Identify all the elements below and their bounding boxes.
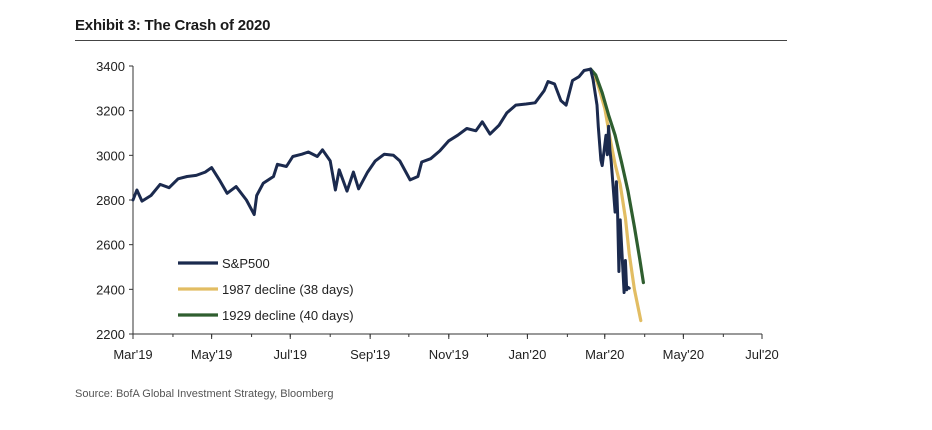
y-tick-label: 2200 [96,327,125,342]
y-tick-label: 3400 [96,59,125,74]
y-tick-label: 2600 [96,238,125,253]
x-tick-label: Jul'20 [745,347,779,362]
x-tick-label: Jul'19 [273,347,307,362]
line-chart: 3400 3200 3000 2800 2600 2400 2200 Mar'19 May'19… [96,59,779,362]
x-tick-label: May'19 [191,347,233,362]
chart-legend: S&P500 1987 decline (38 days) 1929 decline… [178,256,354,323]
y-tick-label: 2800 [96,193,125,208]
x-tick-label: May'20 [663,347,705,362]
x-tick-label: Mar'20 [585,347,624,362]
y-tick-label: 2400 [96,282,125,297]
title-underline [75,40,787,41]
chart-title: Exhibit 3: The Crash of 2020 [75,17,271,34]
legend-label: 1929 decline (40 days) [222,308,354,323]
x-tick-label: Sep'19 [350,347,390,362]
x-tick-label: Nov'19 [429,347,469,362]
y-tick-label: 3000 [96,148,125,163]
legend-label: S&P500 [222,256,270,271]
x-tick-label: Mar'19 [113,347,152,362]
chart-axes: 3400 3200 3000 2800 2600 2400 2200 Mar'19 May'19… [96,59,779,362]
series-line-1929-decline [589,67,645,285]
legend-label: 1987 decline (38 days) [222,282,354,297]
chart-series-lines [131,67,645,323]
series-line-sp500 [131,67,631,294]
series-line-1987-decline [589,67,643,323]
x-tick-label: Jan'20 [508,347,546,362]
source-note: Source: BofA Global Investment Strategy,… [75,388,334,400]
y-tick-label: 3200 [96,104,125,119]
